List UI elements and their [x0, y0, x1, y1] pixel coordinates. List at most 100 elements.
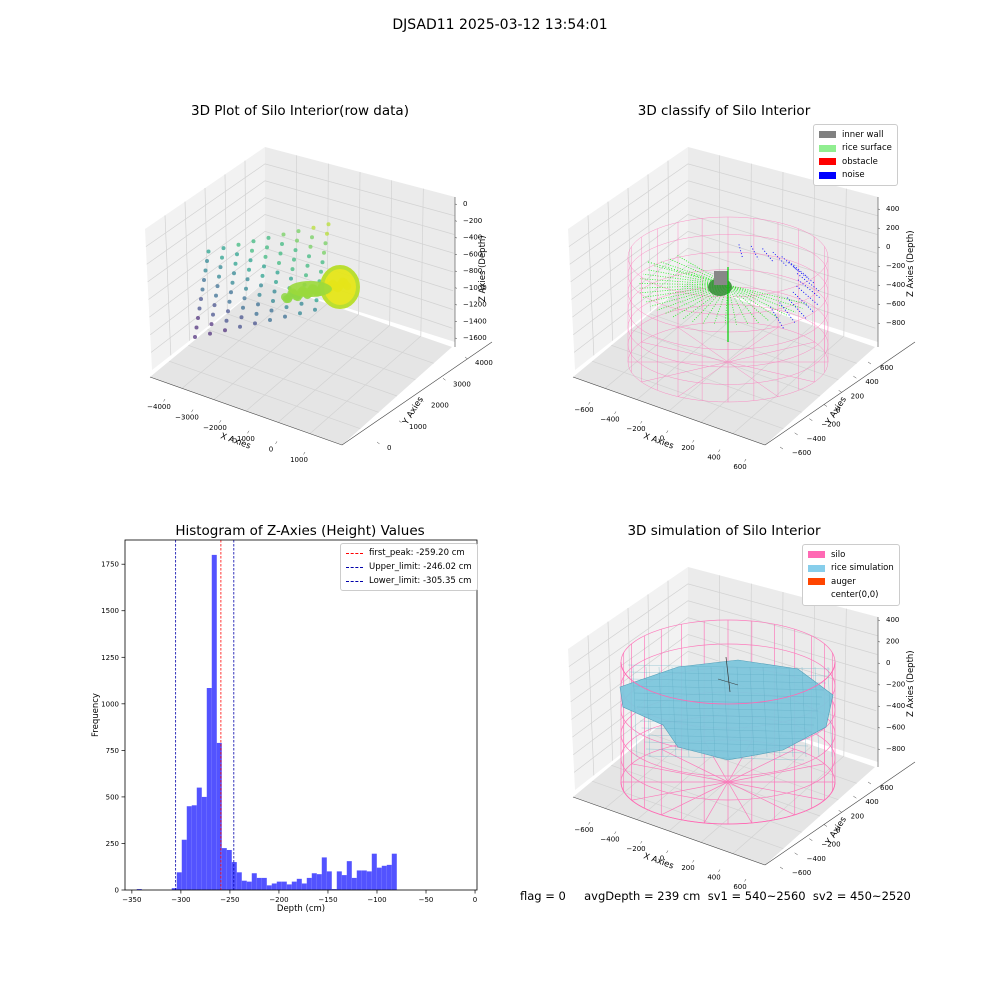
p2-silo-spoke — [641, 361, 729, 383]
p2-x-tick — [718, 449, 721, 453]
p2-legend-label: inner wall — [842, 129, 884, 140]
p1-data-point — [235, 252, 239, 257]
p4-mesh-line — [629, 671, 829, 677]
p4-z-tick — [877, 662, 881, 664]
p1-data-point — [272, 289, 277, 294]
p3-histogram-bar — [371, 853, 377, 890]
p1-z-tick-label: −800 — [463, 267, 482, 275]
p1-y-tick — [376, 441, 380, 445]
p2-silo-spoke — [677, 361, 729, 397]
p1-z-tick-label: −1000 — [463, 284, 487, 292]
p3-histogram-bar — [346, 861, 352, 890]
p4-y-tick — [867, 781, 872, 785]
p1-data-point — [221, 246, 226, 251]
p2-x-tick — [640, 420, 643, 424]
p1-data-point — [266, 235, 271, 240]
p2-rice-ray — [691, 284, 729, 323]
p4-mesh-line — [632, 685, 825, 691]
p4-y-tick-label: 400 — [865, 798, 878, 806]
p2-grid-line — [573, 264, 876, 353]
p4-x-tick — [640, 840, 643, 844]
p1-data-point — [241, 305, 245, 310]
p1-x-tick — [219, 420, 222, 423]
p4-silo-spoke — [727, 781, 753, 824]
p2-legend-swatch — [819, 131, 836, 139]
p1-data-point — [307, 254, 311, 259]
p3-x-tick-label: 0 — [473, 896, 477, 904]
p1-data-point — [200, 287, 205, 292]
p1-x-tick — [303, 451, 306, 455]
p2-x-axis-label: X Axies — [642, 431, 675, 451]
p4-mesh-line — [749, 666, 755, 758]
p3-legend-swatch — [346, 552, 363, 554]
p1-z-tick-label: −1200 — [463, 301, 487, 309]
p4-z-tick — [877, 684, 881, 686]
p1-data-point — [275, 270, 280, 275]
p2-x-tick — [614, 411, 617, 415]
p1-data-point — [262, 264, 266, 269]
p3-histogram-bar — [221, 848, 227, 890]
p2-grid-line — [571, 214, 877, 300]
p2-rice-ray — [647, 269, 729, 286]
p2-silo-spoke — [727, 361, 779, 397]
p4-silo-spoke — [703, 781, 729, 824]
p3-histogram-bar — [211, 554, 217, 890]
p3-legend-label: Lower_limit: -305.35 cm — [369, 576, 472, 586]
p2-legend-item: noise — [819, 169, 892, 183]
p3-histogram-bar — [351, 877, 357, 890]
p4-mesh-line — [775, 666, 781, 758]
p4-legend-label: center(0,0) — [831, 590, 879, 601]
p4-x-axis-label: X Axies — [642, 851, 675, 871]
p4-y-tick-label: 200 — [851, 812, 864, 820]
p4-z-tick-label: 0 — [886, 659, 890, 667]
p2-rice-ray — [727, 284, 803, 309]
panel4-legend: silo rice simulation auger center(0,0) — [802, 544, 900, 606]
p2-z-tick — [877, 284, 881, 286]
p2-y-tick-label: 200 — [851, 392, 864, 400]
p1-grid-line — [309, 335, 422, 434]
p4-auger-line — [717, 678, 739, 686]
p3-legend-swatch — [346, 580, 363, 582]
p4-silo-spoke — [727, 781, 795, 816]
p3-x-tick-label: −100 — [367, 896, 386, 904]
p1-x-tick-label: 0 — [269, 445, 273, 453]
p4-mesh-line — [639, 720, 815, 726]
p3-y-axis-label: Frequency — [91, 693, 101, 737]
p4-legend-item: silo — [808, 548, 894, 562]
p3-histogram-bar — [206, 688, 212, 890]
p4-legend-item: center(0,0) — [808, 589, 894, 603]
p1-data-point — [206, 249, 211, 254]
p1-data-point — [325, 231, 329, 236]
p1-x-tick-label: 1000 — [290, 456, 308, 464]
p1-data-point — [320, 260, 325, 265]
p4-legend-swatch — [808, 578, 825, 586]
p2-legend-label: rice surface — [842, 143, 892, 154]
p2-silo-spoke — [727, 341, 815, 363]
p1-data-point — [274, 280, 278, 284]
p2-silo-spoke — [677, 327, 729, 363]
p2-rice-ray — [727, 284, 788, 316]
p4-mesh-line — [636, 706, 819, 712]
p4-z-tick — [877, 727, 881, 729]
p1-x-tick-label: −3000 — [175, 414, 199, 422]
p3-histogram-bar — [256, 877, 262, 890]
p2-rice-ray — [713, 284, 729, 325]
p4-mesh-line — [658, 666, 664, 758]
p4-y-tick-label: −600 — [792, 869, 811, 877]
p3-y-tick-label: 1500 — [101, 607, 119, 615]
p4-mesh-line — [697, 666, 703, 758]
p2-y-tick-label: 400 — [865, 378, 878, 386]
p1-x-tick — [163, 398, 166, 402]
panel2-title: 3D classify of Silo Interior — [637, 103, 811, 119]
p2-noise-ray — [750, 245, 759, 260]
p1-y-tick — [420, 399, 424, 402]
p2-y-tick — [823, 404, 828, 407]
p4-silo-spoke — [727, 748, 795, 783]
p2-y-tick-label: −600 — [792, 449, 811, 457]
p2-z-tick — [877, 227, 881, 229]
p2-x-tick-label: −200 — [626, 425, 645, 433]
p2-grid-line — [570, 197, 877, 283]
p1-data-point — [214, 293, 218, 298]
p1-data-point — [215, 284, 220, 289]
p2-z-tick-label: 400 — [886, 205, 899, 213]
